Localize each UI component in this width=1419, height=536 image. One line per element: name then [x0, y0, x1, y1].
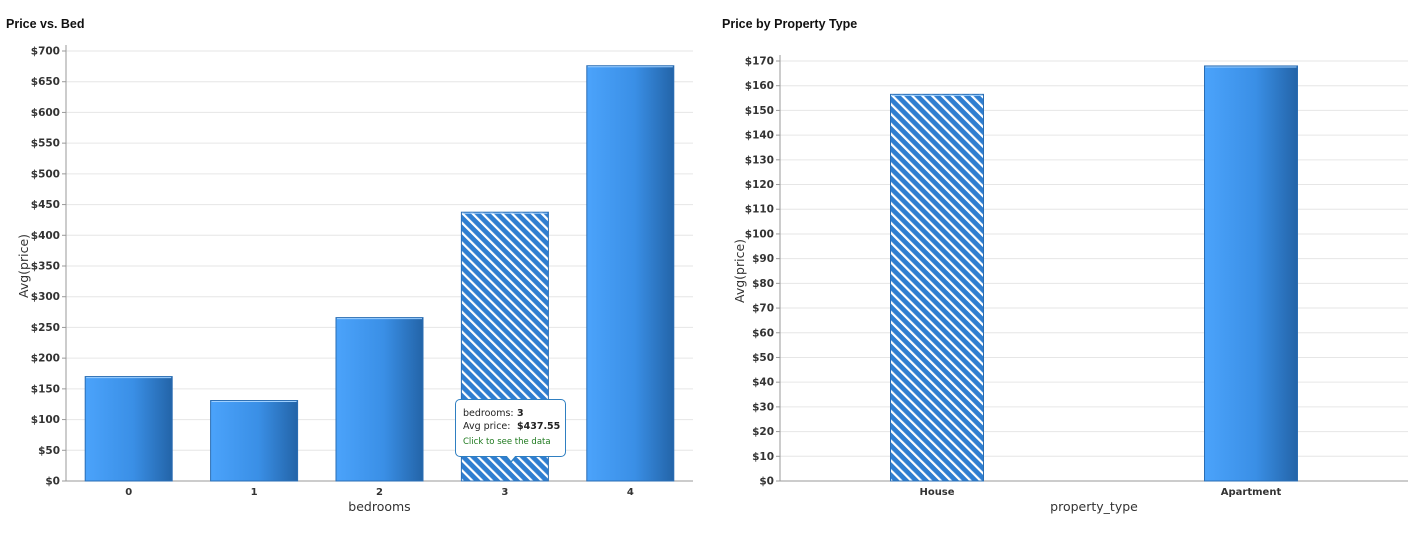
y-tick-label: $450 — [31, 199, 60, 211]
chart-title-price-by-property-type: Price by Property Type — [722, 17, 858, 31]
y-tick-label: $700 — [31, 46, 60, 58]
y-tick-label: $500 — [31, 168, 60, 180]
y-tick-label: $110 — [745, 204, 774, 216]
y-tick-label: $50 — [752, 352, 774, 364]
y-tick-label: $10 — [752, 451, 774, 463]
y-tick-label: $90 — [752, 253, 774, 265]
y-tick-label: $100 — [31, 414, 60, 426]
chart-title-price-vs-bed: Price vs. Bed — [6, 17, 85, 31]
bar-4[interactable] — [586, 65, 675, 482]
y-tick-label: $30 — [752, 401, 774, 413]
y-tick-label: $50 — [38, 445, 60, 457]
y-tick-label: $550 — [31, 138, 60, 150]
y-axis-title: Avg(price) — [732, 239, 747, 303]
x-axis-title: bedrooms — [348, 499, 410, 514]
tooltip-key-avg-price: Avg price: — [463, 421, 511, 432]
tooltip-value-bedrooms: 3 — [517, 408, 524, 419]
bar-house[interactable] — [890, 93, 984, 482]
y-tick-label: $60 — [752, 327, 774, 339]
y-tick-label: $0 — [45, 476, 60, 488]
y-tick-label: $80 — [752, 278, 774, 290]
y-tick-label: $200 — [31, 353, 60, 365]
bar-1[interactable] — [210, 400, 299, 482]
tooltip-value-avg-price: $437.55 — [517, 421, 561, 432]
x-tick-label: Apartment — [1221, 487, 1282, 498]
tooltip-see-data-link[interactable]: Click to see the data — [463, 437, 551, 447]
x-tick-label: 4 — [627, 487, 634, 498]
y-tick-label: $300 — [31, 291, 60, 303]
y-tick-label: $140 — [745, 130, 774, 142]
x-tick-label: 3 — [501, 487, 508, 498]
y-tick-label: $600 — [31, 107, 60, 119]
y-tick-label: $160 — [745, 80, 774, 92]
bedrooms-bar-chart: $0 $50 $100 $150 $200 $250 $300 $350 $400 $450 $50… — [16, 45, 693, 514]
bar-apartment[interactable] — [1204, 65, 1298, 482]
y-tick-label: $250 — [31, 322, 60, 334]
y-tick-label: $650 — [31, 76, 60, 88]
y-tick-label: $120 — [745, 179, 774, 191]
y-tick-label: $170 — [745, 56, 774, 68]
y-tick-label: $100 — [745, 228, 774, 240]
bar-tooltip: bedrooms: 3 Avg price: $437.55 Click to se… — [455, 399, 566, 463]
x-tick-label: 0 — [125, 487, 132, 498]
y-axis-title: Avg(price) — [16, 234, 31, 298]
y-tick-label: $40 — [752, 377, 774, 389]
property-type-bar-chart: $0 $10 $20 $30 $40 $50 $60 $70 $80 $90 $100 $110 $12… — [732, 55, 1408, 514]
y-tick-label: $150 — [745, 105, 774, 117]
y-tick-label: $20 — [752, 426, 774, 438]
y-tick-label: $150 — [31, 383, 60, 395]
x-axis-title: property_type — [1050, 499, 1138, 514]
x-tick-label: 2 — [376, 487, 383, 498]
y-tick-label: $350 — [31, 261, 60, 273]
y-tick-label: $130 — [745, 154, 774, 166]
y-tick-label: $0 — [759, 476, 774, 488]
bar-2[interactable] — [335, 317, 424, 482]
y-tick-label: $400 — [31, 230, 60, 242]
bar-0[interactable] — [84, 376, 173, 482]
x-tick-label: 1 — [251, 487, 258, 498]
tooltip-key-bedrooms: bedrooms: — [463, 408, 514, 419]
x-tick-label: House — [919, 487, 954, 498]
y-tick-label: $70 — [752, 303, 774, 315]
